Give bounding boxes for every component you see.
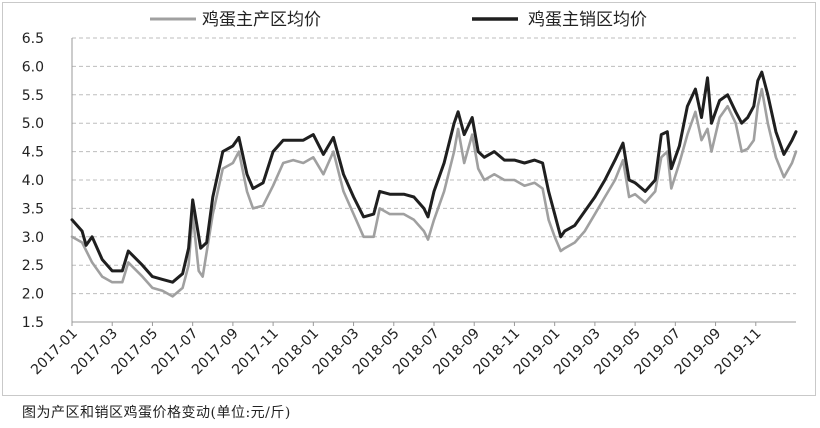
legend-label-0: 鸡蛋主产区均价 <box>202 10 321 30</box>
y-tick-label: 2.5 <box>22 258 44 274</box>
y-tick-label: 3.5 <box>22 201 44 217</box>
y-tick-label: 5.5 <box>22 88 44 104</box>
y-tick-label: 2.0 <box>22 287 44 303</box>
legend-label-1: 鸡蛋主销区均价 <box>528 10 647 30</box>
y-tick-label: 6.5 <box>22 31 44 47</box>
chart-caption: 图为产区和销区鸡蛋价格变动(单位:元/斤) <box>22 405 291 421</box>
price-line-chart: 6.56.05.55.04.54.03.53.02.52.01.52017-01… <box>22 10 798 378</box>
y-tick-label: 4.5 <box>22 145 44 161</box>
series-line-1 <box>70 70 798 284</box>
y-tick-label: 4.0 <box>22 173 44 189</box>
y-tick-label: 5.0 <box>22 116 44 132</box>
y-tick-label: 6.0 <box>22 59 44 75</box>
y-tick-label: 3.0 <box>22 230 44 246</box>
y-tick-label: 1.5 <box>22 315 44 331</box>
chart-frame <box>2 2 816 396</box>
series-line-0 <box>70 87 798 298</box>
